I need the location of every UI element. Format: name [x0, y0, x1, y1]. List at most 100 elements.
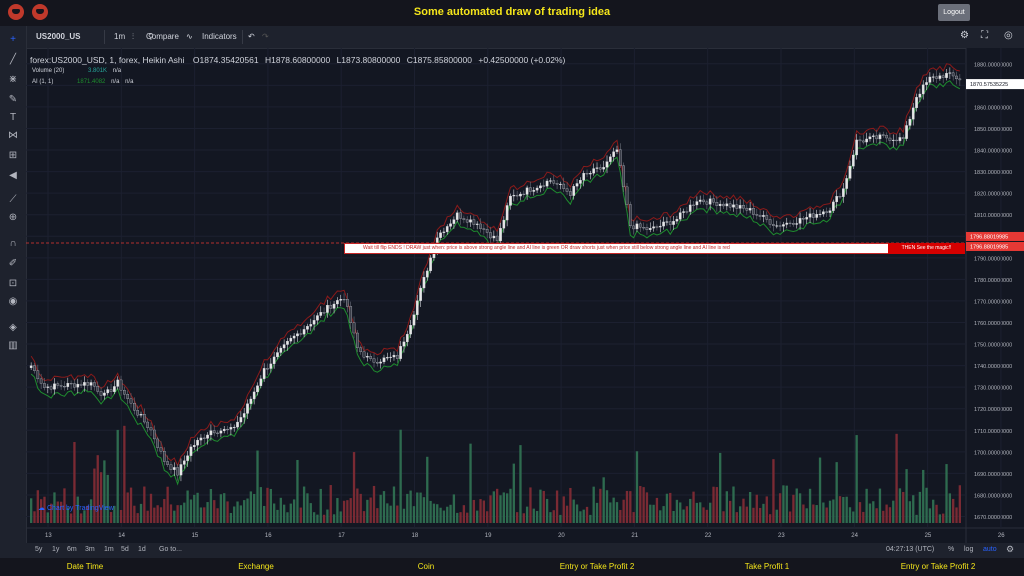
volume-bar [43, 496, 46, 523]
candle-body [405, 333, 409, 343]
candle-body [515, 194, 519, 197]
candle-body [123, 390, 126, 395]
magnet-icon[interactable]: ∩ [9, 238, 17, 249]
logout-button[interactable]: Logout [938, 4, 970, 21]
candle-body [502, 219, 506, 229]
candle-body [848, 165, 852, 179]
volume-bar [525, 506, 529, 523]
utc-clock[interactable]: 04:27:13 (UTC) [886, 546, 935, 553]
indicators-button[interactable]: Indicators [202, 32, 237, 41]
volume-bar [189, 499, 193, 523]
volume-bar [699, 502, 702, 523]
auto-toggle[interactable]: auto [983, 546, 997, 553]
pattern-icon[interactable]: ⋈ [8, 130, 18, 141]
price-axis-bg [966, 48, 1024, 543]
candle-body [655, 226, 659, 228]
ai-legend: AI (1, 1) 1871.4082 n/a n/a [32, 79, 133, 85]
volume-bar [845, 496, 848, 523]
undo-icon[interactable]: ↶ [248, 32, 255, 41]
volume-bar [848, 507, 852, 523]
candle-body [93, 382, 96, 387]
eye-icon[interactable]: ◉ [8, 296, 18, 307]
range-1d[interactable]: 1d [138, 546, 146, 553]
banner-text: Wait till flip ENDS ! DRAW just when: pr… [363, 245, 730, 251]
range-5y[interactable]: 5y [35, 546, 43, 553]
fullscreen-icon[interactable]: ⛶ [981, 30, 988, 41]
goto-button[interactable]: Go to... [159, 546, 182, 553]
trend-line-icon[interactable]: ╱ [9, 54, 17, 65]
indicators-icon[interactable]: ∿ [186, 32, 193, 41]
volume-bar [888, 507, 892, 523]
price-tick-label: 1820.00000000 [974, 192, 1012, 198]
footer-take-profit: Take Profit 1 [744, 562, 790, 571]
brush-icon[interactable]: ✎ [8, 94, 18, 105]
candle-body [918, 93, 922, 98]
volume-bar [955, 507, 958, 523]
candle-body [748, 208, 752, 211]
prediction-icon[interactable]: ⊞ [8, 150, 18, 161]
candle-body [316, 315, 319, 321]
candle-body [409, 325, 412, 335]
volume-bar [159, 507, 163, 523]
volume-bar [243, 500, 246, 523]
crosshair-icon[interactable]: + [10, 34, 16, 45]
zoom-icon[interactable]: ⊕ [8, 212, 18, 223]
settings-icon-small[interactable]: ⚙ [1006, 544, 1015, 554]
back-arrow-icon[interactable]: ◀ [9, 170, 17, 181]
text-icon[interactable]: T [9, 112, 17, 123]
volume-bar [59, 501, 63, 523]
candle-body [292, 335, 296, 339]
range-1y[interactable]: 1y [52, 546, 60, 553]
volume-bar [239, 505, 243, 523]
range-1m[interactable]: 1m [104, 546, 114, 553]
trash-icon[interactable]: ▥ [8, 340, 18, 351]
candle-body [785, 222, 789, 225]
series-name[interactable]: forex:US2000_USD, 1, forex, Heikin Ashi [30, 55, 185, 65]
candle-body [938, 75, 942, 79]
volume-bar [462, 505, 466, 523]
volume-bar [862, 511, 865, 523]
candle-body [113, 386, 116, 392]
volume-bar [269, 488, 272, 523]
settings-icon[interactable]: ⚙ [960, 30, 969, 41]
tradingview-watermark[interactable]: ☁ Chart by TradingView [38, 504, 114, 512]
lock-icon[interactable]: ⊡ [8, 278, 18, 289]
compare-icon[interactable]: ⚲ [148, 32, 154, 41]
candle-body [76, 383, 80, 388]
symbol-search[interactable]: US2000_US [36, 32, 81, 41]
volume-bar [362, 511, 366, 523]
candle-body [569, 191, 572, 196]
volume-bar [875, 508, 878, 523]
volume-bar [133, 505, 136, 523]
volume-label[interactable]: Volume (20) [32, 68, 65, 74]
range-5d[interactable]: 5d [121, 546, 129, 553]
redo-icon[interactable]: ↷ [262, 32, 269, 41]
lock-drawing-icon[interactable]: ✐ [8, 258, 18, 269]
layers-icon[interactable]: ◈ [9, 322, 17, 333]
range-6m[interactable]: 6m [67, 546, 77, 553]
volume-bar [672, 510, 675, 523]
ai-label[interactable]: AI (1, 1) [32, 79, 54, 85]
percent-toggle[interactable]: % [948, 546, 955, 553]
ruler-icon[interactable]: ⟋ [9, 194, 17, 205]
candle-body [545, 180, 549, 187]
volume-bar [615, 502, 619, 523]
compare-label-wrap[interactable]: Compare [146, 32, 179, 41]
strategy-banner: Wait till flip ENDS ! DRAW just when: pr… [344, 243, 889, 254]
log-toggle[interactable]: log [964, 546, 974, 553]
range-3m[interactable]: 3m [85, 546, 95, 553]
volume-bar [695, 502, 699, 523]
interval-button[interactable]: 1m [114, 32, 126, 41]
candle-body [522, 193, 526, 195]
volume-bar [785, 485, 788, 523]
camera-icon[interactable]: ◎ [1004, 30, 1013, 41]
chart-style-icon[interactable]: ⫶ [132, 32, 134, 41]
candle-body [842, 188, 845, 197]
candle-body [256, 385, 259, 393]
price-chart[interactable]: 1880.000000001870.000000001860.000000001… [26, 48, 1024, 543]
ai-na-2: n/a [125, 79, 134, 85]
fib-icon[interactable]: ⋇ [8, 74, 18, 85]
volume-bar [253, 493, 256, 523]
chart-area[interactable]: 1880.000000001870.000000001860.000000001… [26, 48, 1024, 543]
page-title: Some automated draw of trading idea [413, 6, 611, 18]
